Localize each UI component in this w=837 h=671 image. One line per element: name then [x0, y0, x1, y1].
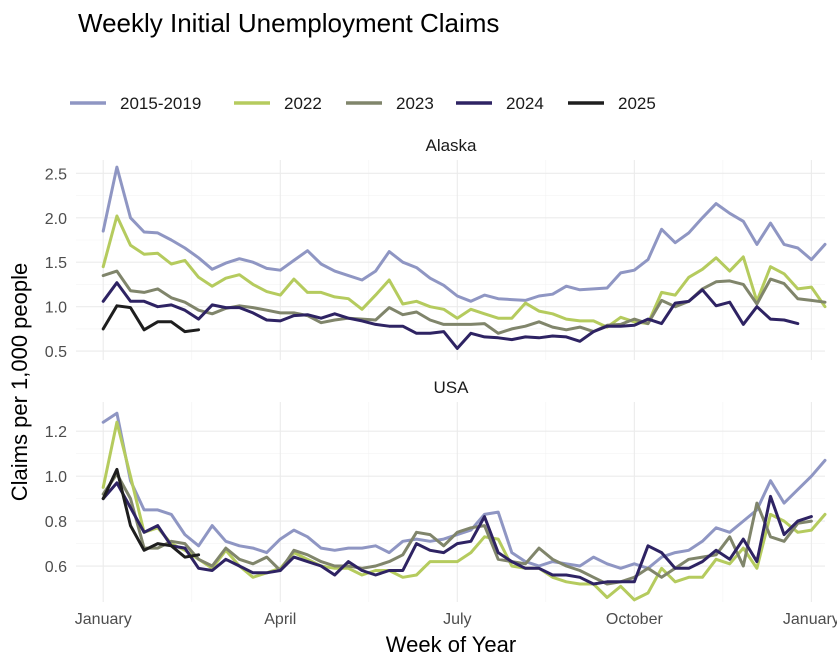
alaska-y-tick-label: 1.5: [45, 255, 67, 272]
x-tick-label: October: [606, 611, 664, 628]
panel-usa: 0.6 0.8 1.0 1.2: [45, 402, 827, 602]
x-tick-label: April: [264, 611, 296, 628]
alaska-series-2023: [101, 269, 827, 335]
usa-y-tick-label: 0.8: [45, 514, 67, 531]
x-tick-label: January: [783, 611, 837, 628]
panel-title-alaska: Alaska: [425, 136, 477, 155]
alaska-series-2024: [101, 281, 800, 350]
alaska-y-tick-label: 2.5: [45, 166, 67, 183]
x-tick-label: January: [75, 611, 132, 628]
alaska-y-tick-label: 2.0: [45, 211, 67, 228]
legend-label-2015-2019: 2015-2019: [120, 94, 201, 113]
alaska-series-2015-2019: [101, 165, 827, 303]
alaska-series-2025: [101, 304, 201, 334]
usa-series-2024: [101, 481, 813, 586]
legend-label-2022: 2022: [284, 94, 322, 113]
legend-label-2025: 2025: [618, 94, 656, 113]
usa-series-2015-2019: [101, 411, 827, 570]
chart-title: Weekly Initial Unemployment Claims: [78, 8, 499, 38]
usa-series-2022: [101, 420, 827, 602]
usa-y-tick-label: 1.2: [45, 424, 67, 441]
usa-series-2023: [101, 472, 813, 586]
alaska-series-2022: [101, 214, 827, 329]
x-tick-label: July: [443, 611, 471, 628]
usa-y-tick-label: 0.6: [45, 559, 67, 576]
legend-label-2024: 2024: [506, 94, 544, 113]
x-axis-title: Week of Year: [386, 632, 516, 657]
legend-label-2023: 2023: [396, 94, 434, 113]
x-axis: January April July October January: [75, 611, 837, 628]
panel-title-usa: USA: [434, 378, 470, 397]
alaska-y-tick-label: 1.0: [45, 300, 67, 317]
usa-series-2025: [101, 467, 201, 559]
legend: 2015-2019 2022 2023 2024 2025: [70, 94, 656, 113]
alaska-y-tick-label: 0.5: [45, 344, 67, 361]
usa-y-tick-label: 1.0: [45, 469, 67, 486]
panel-alaska: 0.5 1.0 1.5 2.0 2.5: [45, 160, 827, 361]
y-axis-title: Claims per 1,000 people: [7, 263, 32, 501]
